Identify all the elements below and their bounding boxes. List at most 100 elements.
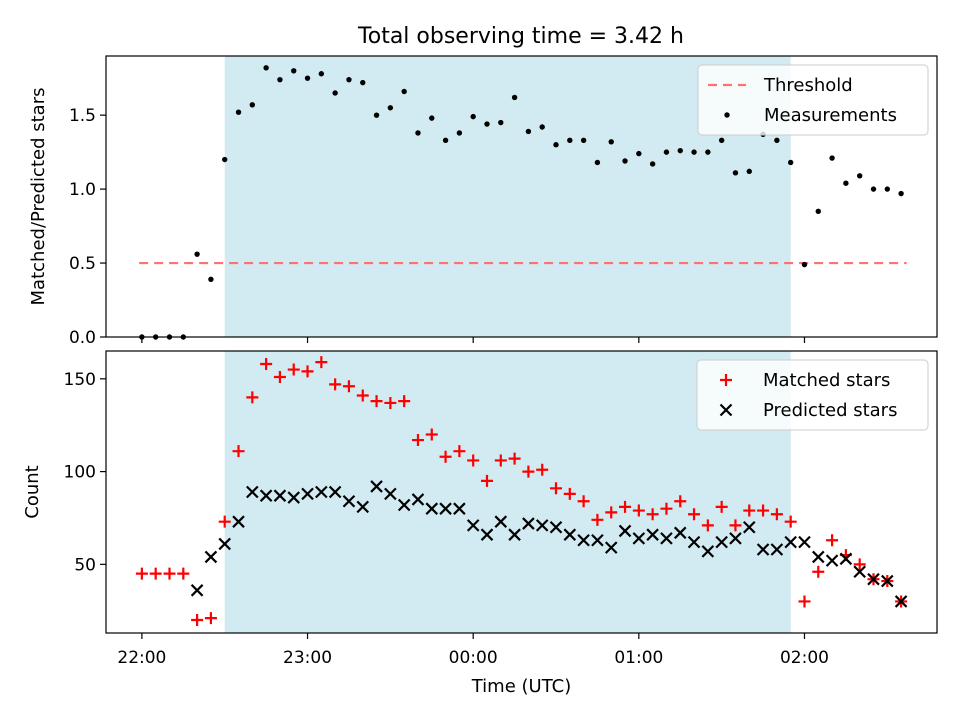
measurement-point xyxy=(470,113,476,120)
measurement-point xyxy=(415,130,421,136)
predicted-stars-point xyxy=(646,528,659,541)
predicted-stars-point xyxy=(825,554,839,567)
predicted-stars-point xyxy=(881,574,894,588)
matched-stars-point xyxy=(384,396,397,409)
matched-stars-point xyxy=(757,504,770,517)
predicted-stars-point xyxy=(577,533,590,547)
y-tick-label: 0.0 xyxy=(69,328,96,348)
measurement-point xyxy=(387,105,394,111)
measurement-point xyxy=(249,102,256,108)
x-tick-label: 02:00 xyxy=(780,648,829,668)
measurement-point xyxy=(580,137,587,143)
predicted-stars-point xyxy=(522,517,535,530)
predicted-stars-point xyxy=(356,500,370,514)
matched-stars-point xyxy=(812,565,825,578)
x-tick-label: 22:00 xyxy=(117,648,166,668)
measurement-point xyxy=(235,109,242,115)
predicted-stars-point xyxy=(673,526,687,540)
measurement-point xyxy=(456,130,463,136)
predicted-stars-point xyxy=(535,519,549,532)
predicted-stars-point xyxy=(839,552,853,566)
matched-stars-point xyxy=(563,487,576,500)
predicted-stars-point xyxy=(604,541,618,554)
predicted-stars-point xyxy=(770,543,784,556)
measurement-point xyxy=(718,137,725,143)
x-tick-label: 01:00 xyxy=(614,648,663,668)
predicted-stars-point xyxy=(425,502,439,515)
matched-stars-point xyxy=(135,567,148,580)
matched-stars-point xyxy=(315,356,328,369)
figure-title: Total observing time = 3.42 h xyxy=(357,24,684,49)
bottom-panel-frame xyxy=(105,350,938,634)
measurement-point xyxy=(429,115,435,121)
matched-stars-point xyxy=(370,395,383,408)
predicted-stars-point xyxy=(853,565,866,579)
y-tick-label: 0.5 xyxy=(69,254,96,274)
legend-swatch xyxy=(720,374,732,386)
measurement-point xyxy=(594,159,601,166)
top-panel-marks xyxy=(139,65,907,340)
y-tick-label: 1.0 xyxy=(69,180,96,200)
predicted-stars-point xyxy=(508,528,521,541)
measurement-point xyxy=(401,88,407,95)
measurement-point xyxy=(843,180,849,186)
legend-swatch xyxy=(719,403,733,417)
predicted-stars-point xyxy=(190,584,204,597)
predicted-stars-point xyxy=(687,535,701,549)
predicted-stars-point xyxy=(867,572,880,586)
measurement-point xyxy=(732,170,739,176)
matched-stars-point xyxy=(536,463,549,476)
matched-stars-point xyxy=(163,567,176,580)
predicted-stars-point xyxy=(273,489,287,502)
top-panel-frame xyxy=(105,55,938,338)
predicted-stars-point xyxy=(466,519,480,532)
matched-stars-point xyxy=(770,508,783,521)
predicted-stars-point xyxy=(315,485,328,499)
x-tick-label: 23:00 xyxy=(283,648,332,668)
predicted-stars-point xyxy=(218,537,231,551)
matched-stars-point xyxy=(729,519,742,532)
top-legend: Threshold Measurements xyxy=(697,64,929,136)
measurement-point xyxy=(567,137,573,143)
y-tick-label: 50 xyxy=(74,555,96,575)
predicted-stars-point xyxy=(701,545,715,558)
measurement-point xyxy=(222,156,228,163)
measurement-point xyxy=(898,190,904,197)
measurement-point xyxy=(442,137,449,143)
predicted-stars-point xyxy=(232,515,245,528)
measurement-point xyxy=(746,168,752,175)
predicted-stars-point xyxy=(301,487,314,501)
predicted-stars-point xyxy=(660,532,673,545)
measurement-point xyxy=(511,94,518,101)
measurement-point xyxy=(884,186,891,192)
matched-stars-point xyxy=(149,567,162,580)
matched-stars-point xyxy=(674,495,687,508)
matched-stars-point xyxy=(508,452,521,465)
matched-stars-point xyxy=(439,450,452,463)
matched-stars-point xyxy=(743,504,756,517)
matched-stars-point xyxy=(688,508,701,521)
predicted-stars-point xyxy=(591,533,604,547)
measurement-point xyxy=(829,155,835,161)
predicted-stars-point xyxy=(812,550,825,564)
measurement-point xyxy=(649,161,656,167)
matched-stars-point xyxy=(798,595,811,608)
measurement-point xyxy=(553,142,559,148)
matched-stars-point xyxy=(177,567,190,580)
matched-stars-point xyxy=(715,500,728,513)
matched-stars-point xyxy=(232,445,245,458)
matched-stars-point xyxy=(453,445,466,458)
predicted-stars-point xyxy=(784,535,797,549)
measurement-point xyxy=(677,147,683,154)
measurement-point xyxy=(373,112,380,118)
matched-stars-point xyxy=(425,428,438,441)
measurement-point xyxy=(870,186,877,192)
bottom-y-axis: 50 100 150 xyxy=(64,370,106,575)
bottom-observing-window-shade xyxy=(224,351,791,633)
measurement-point xyxy=(484,121,490,127)
matched-stars-point xyxy=(301,365,314,378)
matched-stars-point xyxy=(480,474,493,487)
matched-stars-point xyxy=(701,519,714,532)
predicted-stars-point xyxy=(287,491,301,504)
predicted-stars-point xyxy=(494,515,508,528)
